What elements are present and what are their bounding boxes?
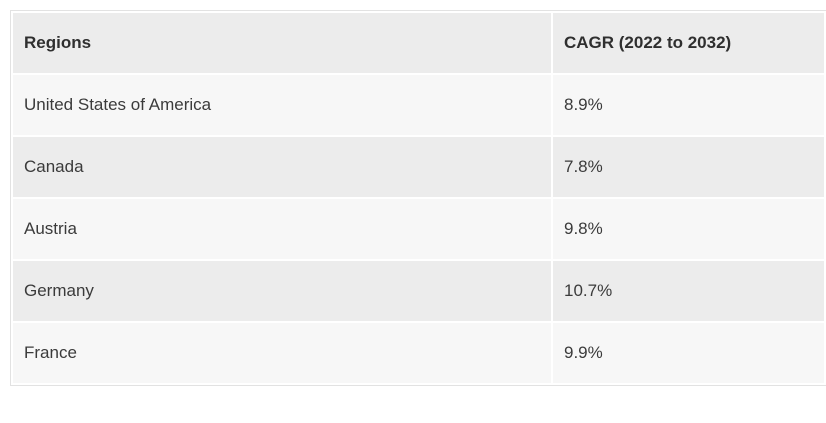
region-cell: Germany (13, 261, 551, 321)
cagr-cell: 9.8% (552, 199, 824, 259)
header-row: Regions CAGR (2022 to 2032) (13, 13, 824, 73)
region-cell: Canada (13, 137, 551, 197)
column-header-cagr: CAGR (2022 to 2032) (552, 13, 824, 73)
table-row: Austria 9.8% (13, 199, 824, 259)
column-header-regions: Regions (13, 13, 551, 73)
cagr-cell: 10.7% (552, 261, 824, 321)
table-row: France 9.9% (13, 323, 824, 383)
cagr-cell: 8.9% (552, 75, 824, 135)
table-row: United States of America 8.9% (13, 75, 824, 135)
table-row: Canada 7.8% (13, 137, 824, 197)
cagr-cell: 7.8% (552, 137, 824, 197)
cagr-table-container: Regions CAGR (2022 to 2032) United State… (10, 10, 826, 386)
cagr-cell: 9.9% (552, 323, 824, 383)
table-row: Germany 10.7% (13, 261, 824, 321)
region-cell: France (13, 323, 551, 383)
regions-cagr-table: Regions CAGR (2022 to 2032) United State… (10, 10, 826, 386)
region-cell: Austria (13, 199, 551, 259)
region-cell: United States of America (13, 75, 551, 135)
